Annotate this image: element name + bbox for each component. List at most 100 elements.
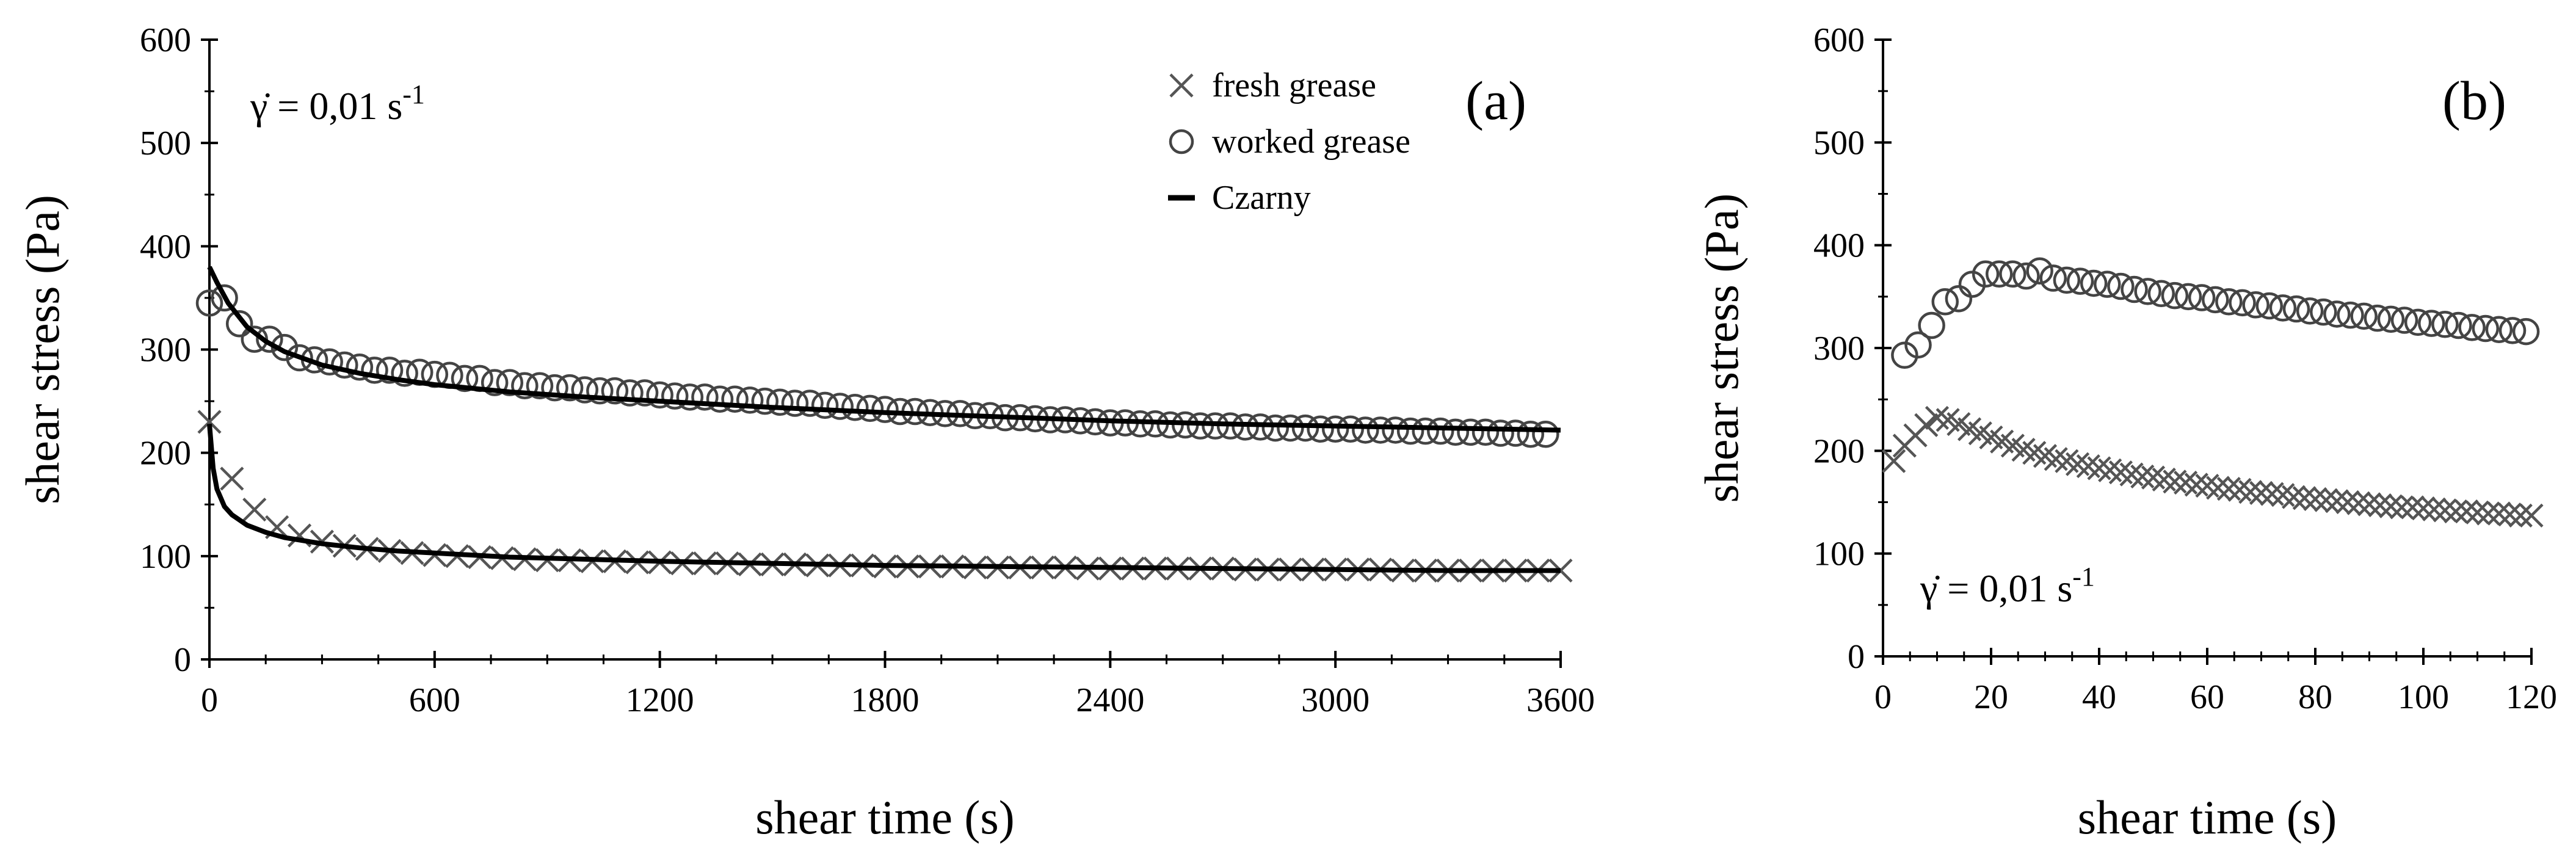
data-point-circle	[601, 377, 629, 405]
data-point-circle	[2498, 317, 2527, 344]
y-tick-label: 200	[1813, 432, 1865, 470]
data-point-circle	[2431, 311, 2459, 338]
y-axis-title: shear stress (Pa)	[16, 195, 69, 504]
data-point-circle	[1337, 415, 1365, 443]
series-worked-grease	[195, 284, 1559, 448]
data-point-circle	[496, 369, 524, 396]
x-axis-title: shear time (s)	[2078, 791, 2337, 844]
x-tick-label: 3000	[1301, 681, 1370, 719]
data-point-circle	[676, 383, 704, 411]
data-point-circle	[1904, 331, 1932, 359]
data-point-circle	[586, 377, 614, 405]
data-point-x	[2184, 473, 2208, 497]
data-point-circle	[1457, 418, 1484, 446]
data-point-circle	[811, 391, 839, 419]
data-point-circle	[1382, 416, 1409, 444]
data-point-circle	[2269, 294, 2297, 322]
data-point-x	[2390, 495, 2414, 520]
x-tick-label: 2400	[1076, 681, 1144, 719]
data-point-circle	[286, 344, 313, 372]
x-tick-label: 60	[2190, 678, 2224, 716]
data-point-circle	[2255, 292, 2284, 320]
data-point-circle	[2053, 266, 2081, 294]
data-point-circle	[631, 379, 659, 407]
panel-b: 0 100 200 300 400 500 600 0 20 40 60 80 100 120 shear …	[1695, 21, 2557, 844]
data-point-circle	[691, 383, 719, 411]
data-point-circle	[2229, 289, 2256, 317]
data-point-circle	[526, 372, 554, 399]
data-point-circle	[2161, 281, 2189, 310]
x-tick-label: 100	[2398, 678, 2449, 716]
y-tick-label: 300	[1813, 330, 1865, 368]
data-point-circle	[361, 357, 388, 384]
data-point-circle	[751, 387, 779, 415]
data-point-circle	[391, 360, 418, 387]
shear-rate-exponent: -1	[402, 79, 425, 109]
data-point-x	[2130, 464, 2155, 489]
data-point-circle	[796, 390, 824, 417]
data-point-circle	[871, 396, 899, 423]
y-tick-label: 100	[1813, 535, 1865, 573]
data-point-circle	[225, 310, 253, 338]
panel-label-b: (b)	[2442, 71, 2506, 131]
data-point-circle	[1891, 341, 1918, 369]
data-point-circle	[1366, 416, 1395, 444]
data-point-x	[2282, 485, 2306, 509]
data-point-x	[2433, 498, 2457, 523]
y-tick-label: 200	[140, 435, 191, 473]
data-point-circle	[2337, 301, 2364, 329]
x-tick-label: 120	[2506, 678, 2557, 716]
legend-label: fresh grease	[1212, 67, 1376, 104]
czarny-curve	[207, 423, 1561, 573]
y-tick-label: 0	[174, 641, 191, 679]
data-point-circle	[1307, 415, 1334, 443]
panel-label-a: (a)	[1465, 71, 1526, 131]
shear-rate-exponent: -1	[2072, 562, 2095, 592]
data-point-x	[2314, 488, 2338, 512]
data-point-x	[2422, 497, 2447, 521]
data-point-circle	[451, 365, 479, 393]
data-point-circle	[2296, 297, 2324, 325]
data-point-circle	[766, 388, 794, 416]
data-point-circle	[211, 284, 238, 312]
data-point-circle	[1517, 420, 1545, 448]
y-tick-label: 100	[140, 538, 191, 576]
panel-a: 0 100 200 300 400 500 600 0 600 1200 1800 2400 3000 3…	[16, 21, 1595, 844]
x-tick-label: 40	[2082, 678, 2116, 716]
data-point-x	[2508, 503, 2533, 528]
data-point-circle	[2107, 272, 2135, 300]
x-tick-label: 0	[1874, 678, 1892, 716]
data-point-circle	[2377, 305, 2405, 333]
data-point-x	[2324, 489, 2349, 513]
x-tick-label: 20	[1974, 678, 2008, 716]
data-point-x	[197, 410, 222, 434]
data-point-circle	[661, 382, 689, 410]
data-point-circle	[1427, 417, 1454, 445]
data-point-x	[2400, 495, 2425, 520]
data-point-circle	[2418, 310, 2445, 337]
data-point-x	[2498, 502, 2522, 527]
data-point-circle	[2282, 295, 2310, 323]
data-point-circle	[1321, 415, 1349, 443]
data-point-circle	[721, 385, 749, 413]
data-point-circle	[2445, 311, 2472, 339]
data-point-circle	[2134, 278, 2161, 305]
data-point-circle	[1471, 418, 1500, 446]
data-point-circle	[1352, 416, 1379, 444]
data-point-circle	[2472, 314, 2500, 343]
legend-marker-circle	[1169, 129, 1194, 154]
shear-rate-annotation: γ̇ = 0,01 s-1	[250, 79, 425, 128]
y-tick-label: 500	[1813, 124, 1865, 162]
data-point-circle	[571, 376, 598, 404]
data-point-circle	[2390, 306, 2418, 334]
data-point-circle	[2364, 304, 2392, 332]
data-point-circle	[1958, 270, 1986, 298]
data-point-circle	[2174, 283, 2202, 311]
y-tick-label: 300	[140, 332, 191, 369]
data-point-x	[2454, 499, 2479, 524]
data-point-circle	[2202, 286, 2229, 314]
data-point-circle	[2512, 317, 2540, 346]
y-axis-title: shear stress (Pa)	[1695, 194, 1748, 503]
data-point-x	[2346, 491, 2371, 515]
